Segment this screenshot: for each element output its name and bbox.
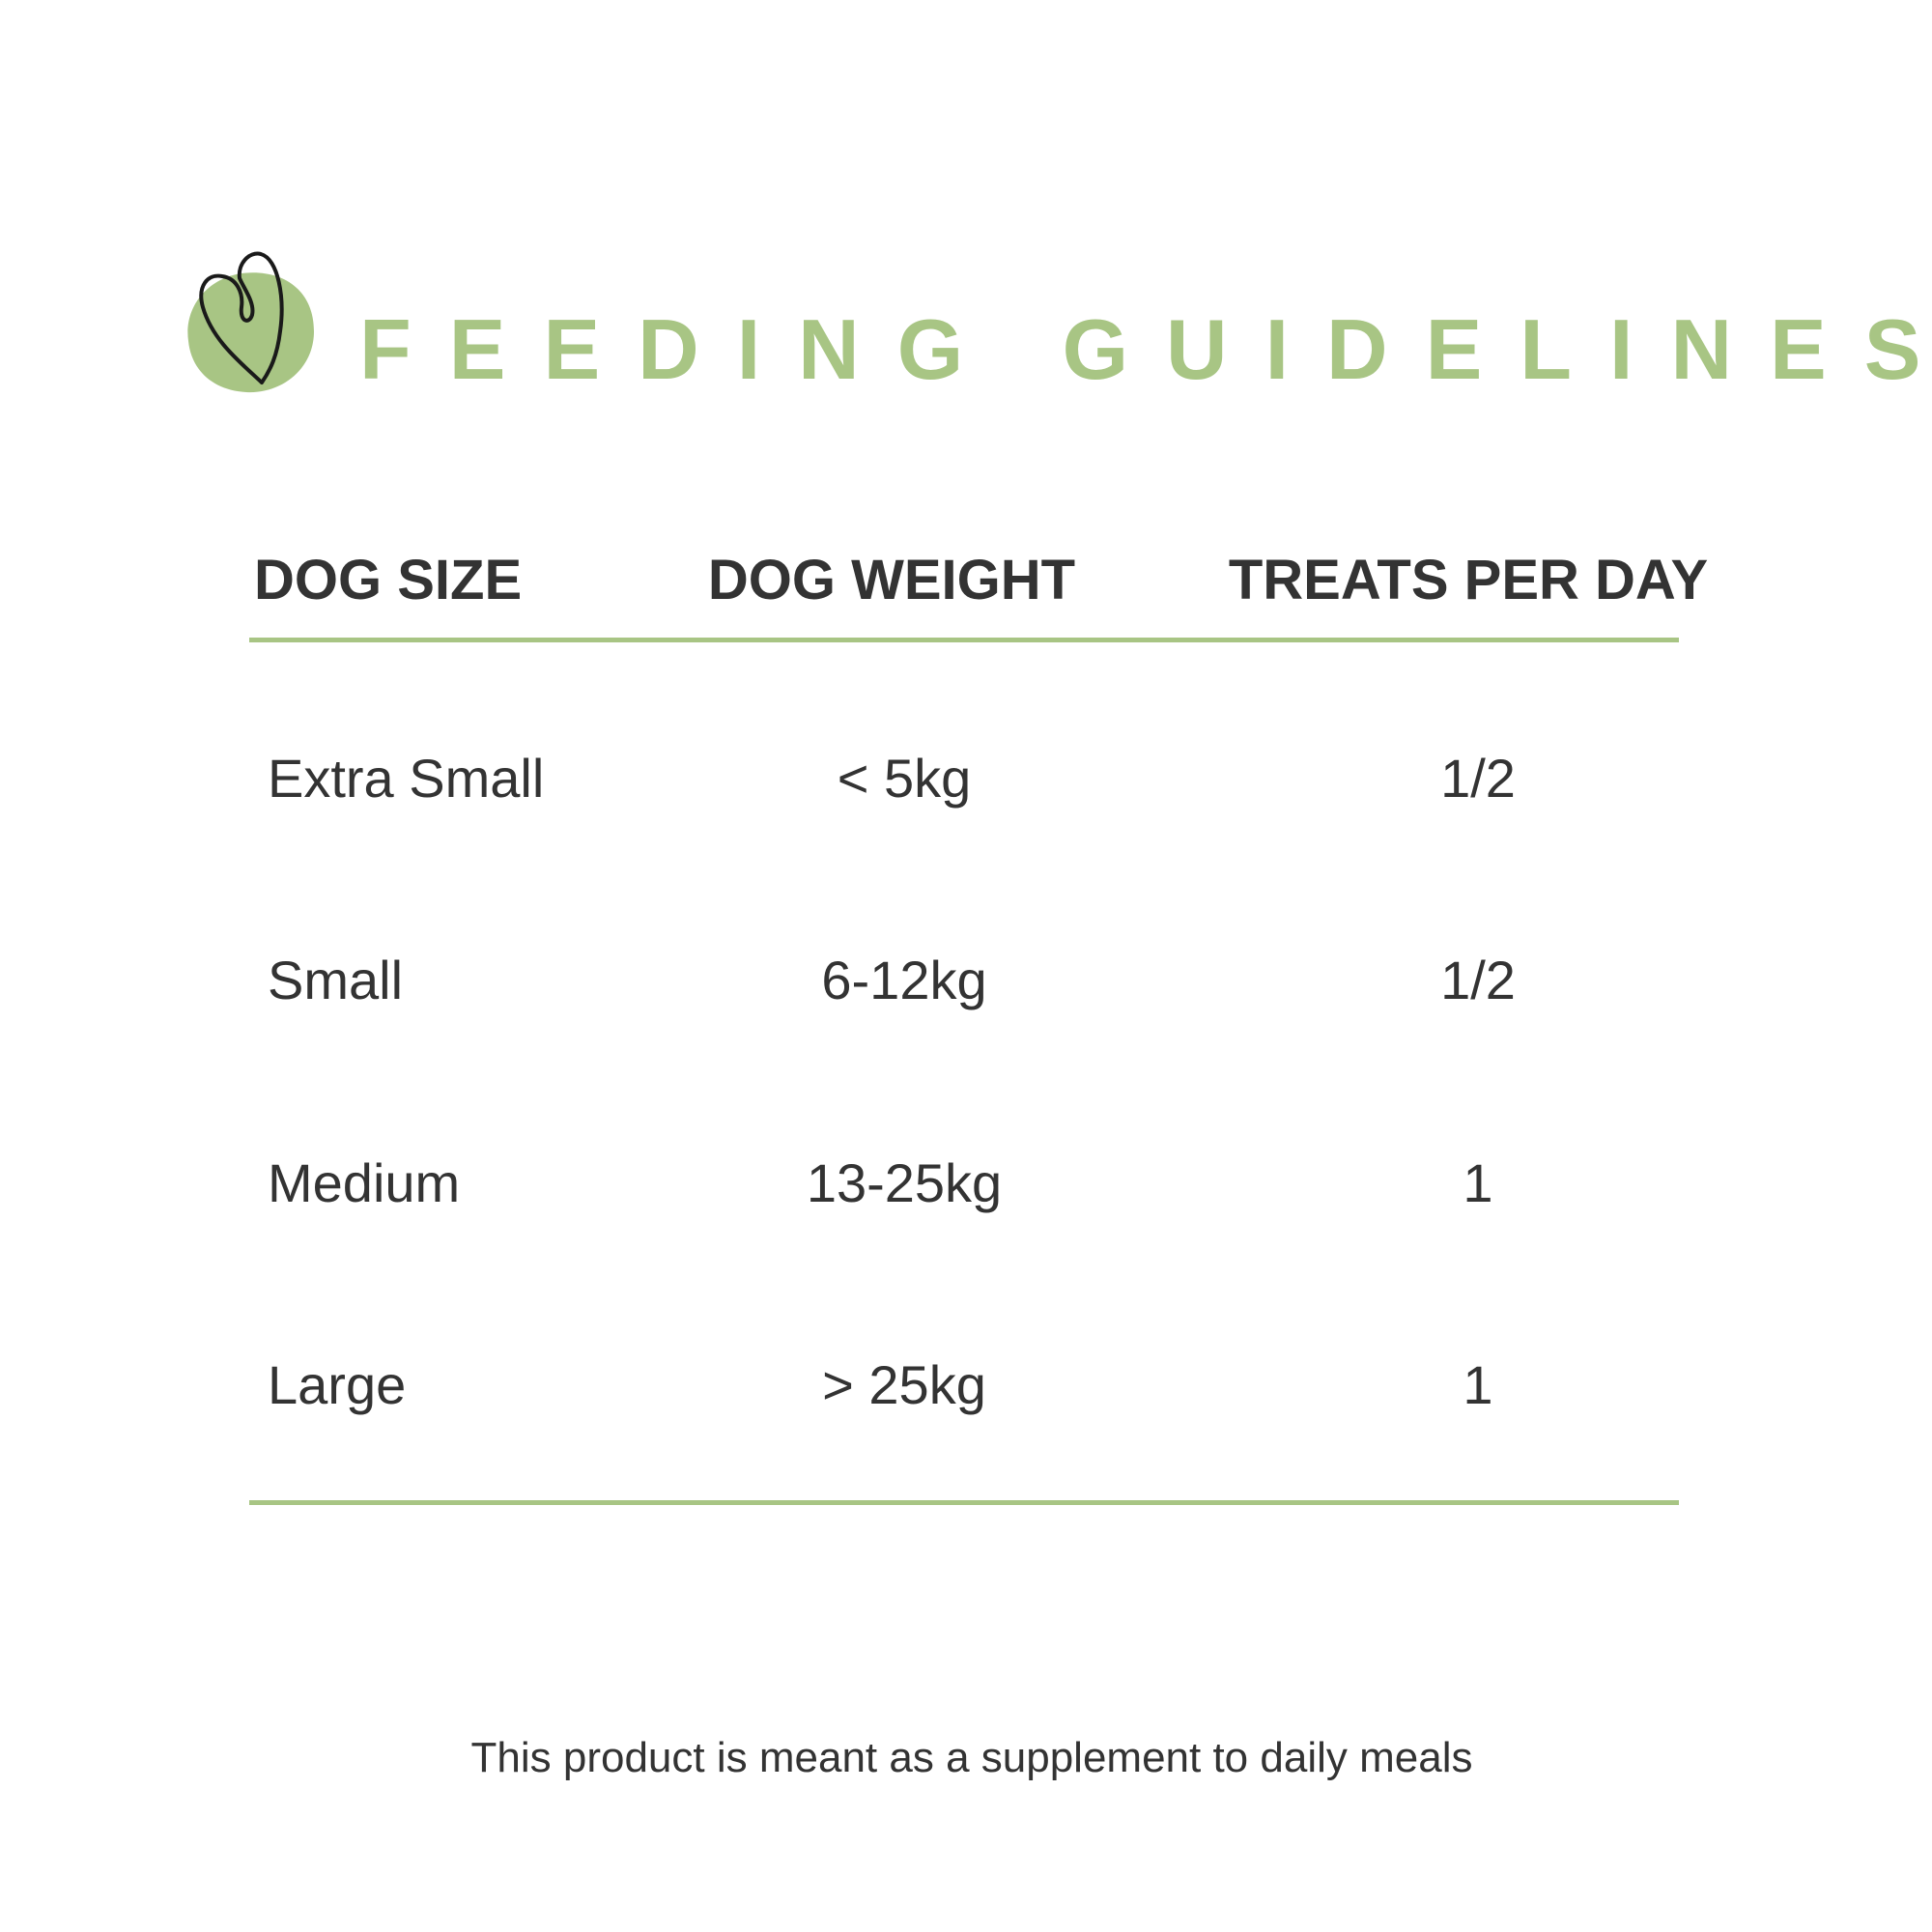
cell-treats: 1/2 xyxy=(1440,950,1516,1010)
header-treats-per-day: TREATS PER DAY xyxy=(1228,549,1709,611)
cell-weight: < 5kg xyxy=(837,748,972,809)
cell-treats: 1 xyxy=(1463,1152,1493,1213)
heart-logo-icon xyxy=(184,249,319,404)
page-title: FEEDING GUIDELINES xyxy=(359,301,1932,397)
cell-weight: 13-25kg xyxy=(806,1152,1003,1213)
footer-note: This product is meant as a supplement to… xyxy=(470,1734,1473,1781)
cell-size: Medium xyxy=(268,1152,461,1213)
header-dog-weight: DOG WEIGHT xyxy=(707,549,1076,611)
cell-size: Extra Small xyxy=(268,748,545,809)
table-bottom-divider xyxy=(249,1500,1679,1505)
cell-weight: > 25kg xyxy=(822,1354,986,1415)
cell-treats: 1 xyxy=(1463,1354,1493,1415)
header-divider xyxy=(249,638,1679,642)
header-dog-size: DOG SIZE xyxy=(254,549,523,611)
cell-size: Large xyxy=(268,1354,407,1415)
cell-treats: 1/2 xyxy=(1440,748,1516,809)
cell-weight: 6-12kg xyxy=(821,950,987,1010)
cell-size: Small xyxy=(268,950,404,1010)
